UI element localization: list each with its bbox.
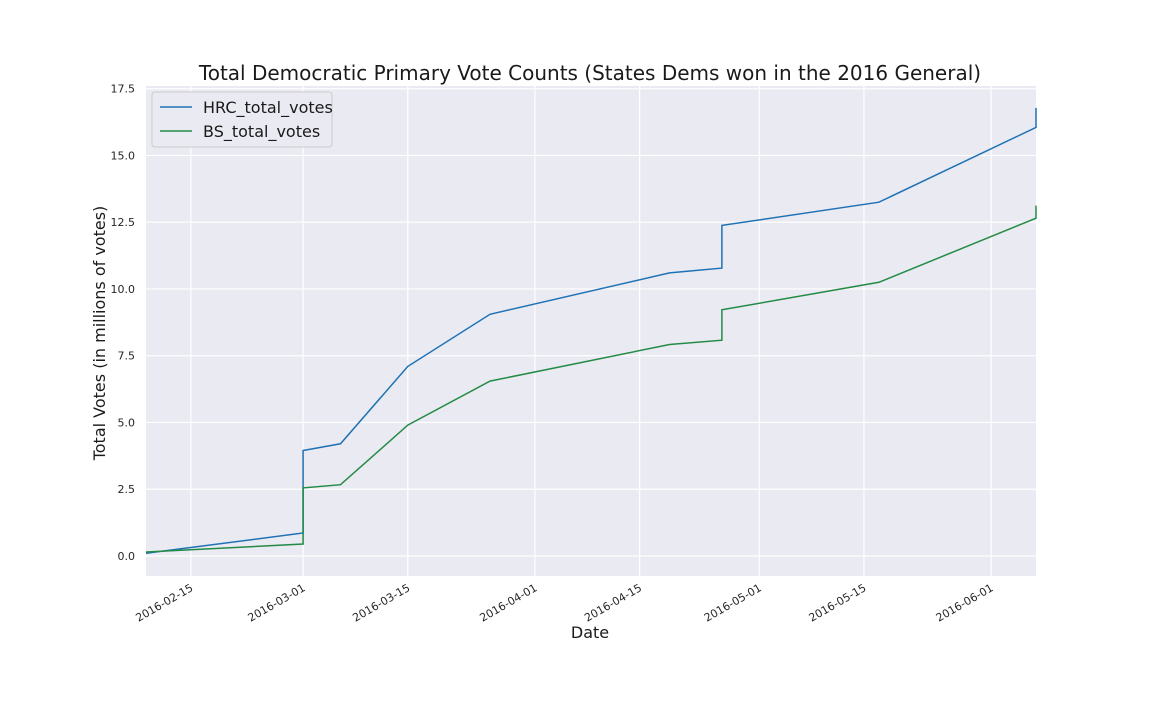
grid-vertical — [190, 86, 992, 576]
x-tick-label: 2016-05-15 — [807, 581, 869, 624]
y-tick-label: 10.0 — [111, 283, 136, 296]
y-tick-label: 0.0 — [118, 550, 136, 563]
x-tick-label: 2016-03-01 — [246, 581, 308, 624]
grid-horizontal — [146, 88, 1036, 557]
legend-box — [151, 91, 333, 148]
y-tick-label: 5.0 — [118, 416, 136, 429]
y-tick-label: 7.5 — [118, 350, 136, 363]
y-axis-label: Total Votes (in millions of votes) — [90, 206, 109, 462]
x-tick-label: 2016-04-01 — [478, 581, 540, 624]
x-tick-label: 2016-06-01 — [934, 581, 996, 624]
x-tick-label: 2016-02-15 — [134, 581, 196, 624]
legend-label-hrc: HRC_total_votes — [203, 98, 333, 118]
series-line-hrc — [145, 107, 1037, 555]
chart-title: Total Democratic Primary Vote Counts (St… — [198, 61, 981, 85]
y-tick-label: 12.5 — [111, 216, 136, 229]
x-tick-label: 2016-05-01 — [702, 581, 764, 624]
plot-area — [146, 86, 1036, 576]
series-line-bs — [145, 205, 1037, 553]
series-lines — [145, 107, 1037, 555]
legend: HRC_total_votes BS_total_votes — [151, 91, 333, 148]
x-tick-label: 2016-04-15 — [582, 581, 644, 624]
x-axis-label: Date — [571, 623, 609, 642]
x-tick-labels: 2016-02-15 2016-03-01 2016-03-15 2016-04-01… — [134, 581, 996, 624]
y-tick-label: 2.5 — [118, 483, 136, 496]
y-tick-label: 15.0 — [111, 149, 136, 162]
legend-label-bs: BS_total_votes — [203, 122, 320, 142]
y-tick-labels: 0.0 2.5 5.0 7.5 10.0 12.5 15.0 17.5 — [111, 83, 136, 563]
y-tick-label: 17.5 — [111, 83, 136, 96]
x-tick-label: 2016-03-15 — [350, 581, 412, 624]
